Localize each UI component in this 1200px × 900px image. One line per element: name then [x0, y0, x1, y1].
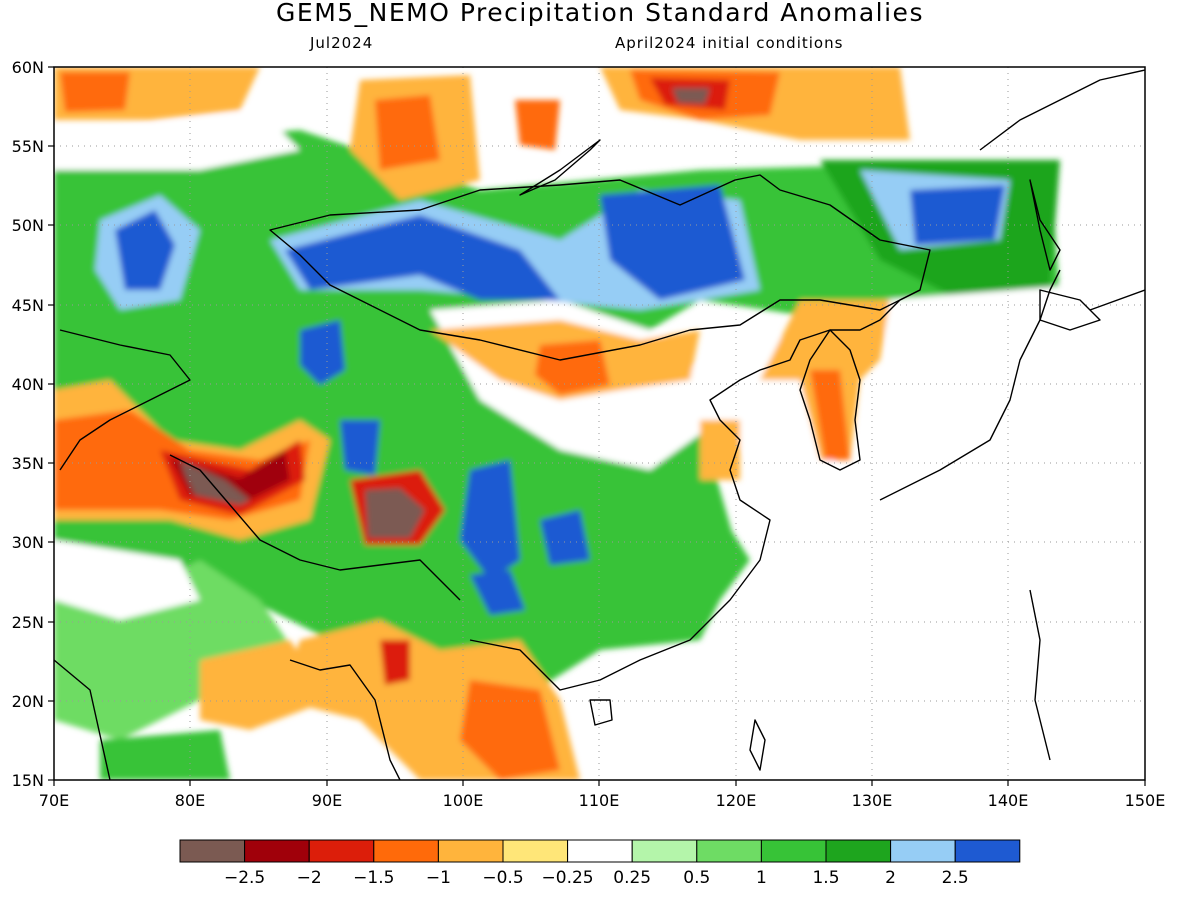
- colorbar-label: −2.5: [224, 868, 265, 888]
- x-tick-label: 140E: [988, 791, 1029, 810]
- y-axis-labels: 15N 20N 25N 30N 35N 40N 45N 50N 55N 60N: [12, 58, 44, 790]
- india-coast: [54, 659, 111, 780]
- colorbar-label: 0.5: [683, 868, 710, 888]
- y-tick-label: 20N: [12, 692, 44, 711]
- coastlines-borders: [54, 69, 1145, 780]
- extreme-wet-xinjiang: [300, 320, 345, 385]
- colorbar-swatch: [502, 839, 569, 863]
- forecast-month: Jul2024: [310, 34, 374, 52]
- colorbar-label: −2: [297, 868, 322, 888]
- colorbar-label: −0.5: [482, 868, 523, 888]
- initial-conditions: April2024 initial conditions: [615, 34, 844, 52]
- near-normal-japan: [740, 280, 1145, 780]
- gridlines: [54, 67, 1145, 780]
- wet-south: [100, 730, 230, 780]
- colorbar-swatch: [308, 839, 375, 863]
- dry-korea-core: [810, 370, 850, 460]
- colorbar-swatch: [631, 839, 698, 863]
- extreme-wet-sichuan: [460, 460, 520, 580]
- y-tick-label: 60N: [12, 58, 44, 77]
- colorbar-swatch: [437, 839, 504, 863]
- kuril-coast: [1089, 289, 1145, 311]
- x-tick-label: 100E: [443, 791, 484, 810]
- colorbar-label: −1.5: [353, 868, 394, 888]
- x-tick-label: 110E: [579, 791, 620, 810]
- dry-north-center-extreme: [672, 88, 710, 104]
- extreme-wet-northeast: [910, 185, 1005, 245]
- colorbar-swatch: [825, 839, 892, 863]
- x-tick-label: 90E: [312, 791, 342, 810]
- tick-marks: [48, 66, 1146, 786]
- extreme-dry-eastern-tibet: [365, 488, 425, 538]
- himalaya-border: [169, 454, 461, 601]
- sakhalin-coast: [1029, 179, 1061, 271]
- colorbar-swatch: [567, 839, 633, 863]
- x-tick-label: 150E: [1125, 791, 1166, 810]
- extreme-wet-sichuan-2: [540, 510, 590, 565]
- x-tick-label: 70E: [39, 791, 69, 810]
- dry-shandong: [700, 420, 740, 480]
- philippines-coast: [1029, 589, 1051, 761]
- colorbar-swatch: [244, 839, 310, 863]
- dry-siberia-core: [375, 95, 440, 170]
- colorbar-label: 1: [756, 868, 767, 888]
- dry-indochina: [460, 680, 560, 780]
- extreme-wet-belt-2: [600, 185, 745, 300]
- near-normal-north: [54, 110, 300, 170]
- x-axis-labels: 70E 80E 90E 100E 110E 120E 130E 140E 150…: [39, 791, 1166, 810]
- indochina-coast: [469, 289, 921, 691]
- china-west-border: [59, 329, 191, 471]
- hokkaido-coast: [1039, 289, 1101, 331]
- y-tick-label: 55N: [12, 137, 44, 156]
- japan-coast: [879, 269, 1061, 501]
- map-title: GEM5_NEMO Precipitation Standard Anomali…: [276, 0, 924, 27]
- x-tick-label: 120E: [716, 791, 757, 810]
- dry-north-west-core: [60, 72, 130, 112]
- colorbar-label: 0.25: [613, 868, 651, 888]
- colorbar-swatch: [179, 839, 246, 863]
- anomaly-field: [54, 67, 1145, 780]
- y-tick-label: 25N: [12, 613, 44, 632]
- colorbar-label: −0.25: [542, 868, 594, 888]
- colorbar-swatch: [954, 839, 1021, 863]
- extreme-dry-western-tibet: [180, 460, 250, 505]
- x-tick-label: 80E: [175, 791, 205, 810]
- extreme-wet-belt: [285, 215, 560, 300]
- korea-coast: [799, 329, 861, 471]
- dry-baikal: [515, 100, 560, 150]
- bay-of-bengal-coast: [289, 659, 401, 780]
- extreme-wet-yunnan: [470, 570, 525, 615]
- extreme-wet-tibet: [340, 420, 380, 475]
- colorbar-label: 2.5: [942, 868, 969, 888]
- y-tick-label: 45N: [12, 296, 44, 315]
- near-normal-west: [54, 540, 200, 620]
- colorbar-swatch: [696, 839, 762, 863]
- colorbar-swatch: [890, 839, 956, 863]
- colorbar-swatch: [760, 839, 827, 863]
- x-tick-label: 130E: [852, 791, 893, 810]
- extreme-wet-kazakhstan: [115, 210, 175, 290]
- y-tick-label: 30N: [12, 533, 44, 552]
- y-tick-label: 40N: [12, 375, 44, 394]
- colorbar-label: −1: [426, 868, 451, 888]
- russia-east-coast: [979, 69, 1145, 151]
- y-tick-label: 50N: [12, 216, 44, 235]
- baikal-lake: [519, 139, 601, 196]
- taiwan-coast: [749, 719, 766, 771]
- colorbar: −2.5 −2 −1.5 −1 −0.5 −0.25 0.25 0.5 1 1.5 2 2.5: [179, 839, 1021, 888]
- colorbar-label: 1.5: [812, 868, 839, 888]
- y-tick-label: 35N: [12, 454, 44, 473]
- hainan-coast: [589, 699, 613, 726]
- y-tick-label: 15N: [12, 771, 44, 790]
- colorbar-swatch: [373, 839, 439, 863]
- colorbar-label: 2: [885, 868, 896, 888]
- dry-myanmar-core: [380, 640, 410, 685]
